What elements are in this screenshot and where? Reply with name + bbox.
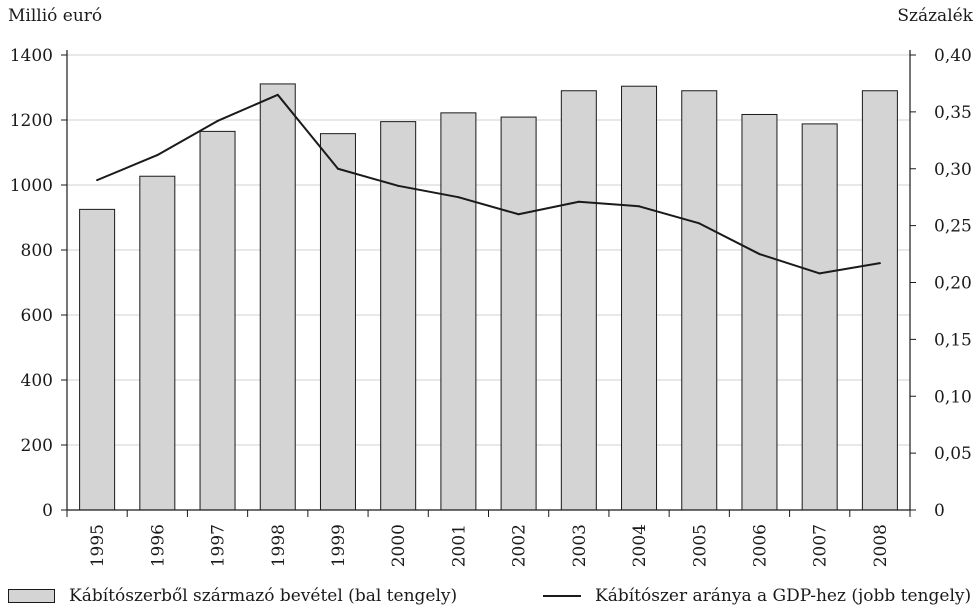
x-tick-label: 2003 bbox=[570, 524, 590, 567]
x-tick-label: 2000 bbox=[389, 524, 409, 567]
x-tick-label: 2006 bbox=[750, 524, 770, 567]
bar bbox=[621, 85, 658, 511]
line-point bbox=[457, 196, 460, 199]
y-left-tick-label: 800 bbox=[21, 241, 53, 261]
bar bbox=[861, 90, 898, 511]
bar bbox=[681, 90, 718, 511]
bar bbox=[801, 123, 838, 511]
y-axis-left-title: Millió euró bbox=[8, 6, 103, 26]
line-point bbox=[216, 119, 219, 122]
line-point bbox=[577, 200, 580, 203]
y-right-tick-label: 0,35 bbox=[934, 103, 972, 123]
bar bbox=[741, 113, 778, 511]
y-right-tick-label: 0,15 bbox=[934, 330, 972, 350]
line-point bbox=[638, 205, 641, 208]
line-point bbox=[698, 222, 701, 225]
bar bbox=[139, 175, 176, 511]
y-left-tick-label: 0 bbox=[42, 501, 53, 521]
x-tick-label: 2004 bbox=[630, 524, 650, 567]
bar bbox=[79, 208, 116, 511]
x-tick-label: 2007 bbox=[811, 524, 831, 567]
bar bbox=[500, 116, 537, 511]
legend-item-bars: Kábítószerből származó bevétel (bal teng… bbox=[8, 586, 457, 606]
legend-line-label: Kábítószer aránya a GDP-hez (jobb tengel… bbox=[595, 586, 972, 606]
x-tick-label: 1995 bbox=[88, 524, 108, 567]
x-tick-label: 1996 bbox=[148, 524, 168, 567]
line-point bbox=[517, 213, 520, 216]
line-point bbox=[758, 253, 761, 256]
bar bbox=[440, 112, 477, 511]
y-axis-right-title: Százalék bbox=[897, 6, 973, 26]
legend-line-swatch bbox=[543, 595, 581, 597]
y-right-tick-label: 0,30 bbox=[934, 160, 972, 180]
y-left-tick-label: 600 bbox=[21, 306, 53, 326]
bar bbox=[259, 83, 296, 511]
y-right-tick-label: 0,25 bbox=[934, 217, 972, 237]
x-tick-label: 2002 bbox=[510, 524, 530, 567]
x-tick-label: 2008 bbox=[871, 524, 891, 567]
gdp-share-line bbox=[96, 93, 881, 275]
line-point bbox=[878, 262, 881, 265]
x-tick-label: 1997 bbox=[209, 524, 229, 567]
line-point bbox=[336, 167, 339, 170]
y-right-tick-label: 0,20 bbox=[934, 274, 972, 294]
bar bbox=[380, 121, 417, 511]
y-right-tick-label: 0,05 bbox=[934, 444, 972, 464]
x-tick-label: 2005 bbox=[690, 524, 710, 567]
y-right-tick-label: 0,10 bbox=[934, 387, 972, 407]
bar bbox=[319, 133, 356, 511]
x-tick-label: 1998 bbox=[269, 524, 289, 567]
y-left-tick-label: 1400 bbox=[10, 46, 53, 66]
bar bbox=[560, 90, 597, 511]
bar bbox=[199, 130, 236, 511]
y-left-tick-label: 1000 bbox=[10, 176, 53, 196]
line-point bbox=[397, 184, 400, 187]
line-point bbox=[276, 93, 279, 96]
x-tick-label: 1999 bbox=[329, 524, 349, 567]
y-right-tick-label: 0 bbox=[934, 501, 945, 521]
legend-item-line: Kábítószer aránya a GDP-hez (jobb tengel… bbox=[543, 586, 971, 606]
line-point bbox=[156, 154, 159, 157]
legend-bar-label: Kábítószerből származó bevétel (bal teng… bbox=[69, 586, 458, 606]
y-left-tick-label: 200 bbox=[21, 436, 53, 456]
line-point bbox=[96, 179, 99, 182]
line-point bbox=[818, 272, 821, 275]
legend-bar-swatch bbox=[8, 589, 55, 603]
y-right-tick-label: 0,40 bbox=[934, 46, 972, 66]
x-tick-label: 2001 bbox=[449, 524, 469, 567]
y-left-tick-label: 400 bbox=[21, 371, 53, 391]
y-left-tick-label: 1200 bbox=[10, 111, 53, 131]
